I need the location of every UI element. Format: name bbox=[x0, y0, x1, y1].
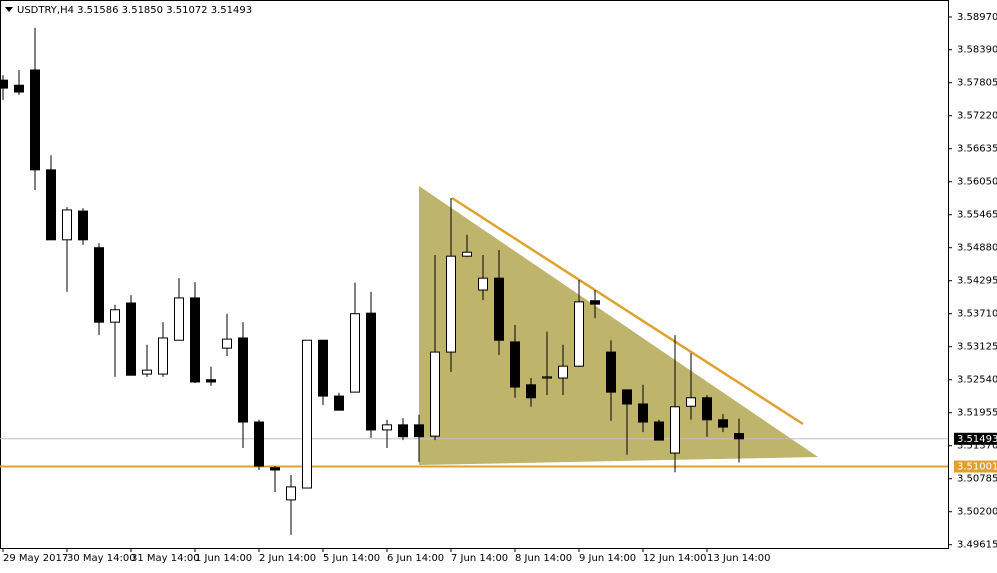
candle-body bbox=[142, 369, 152, 375]
candle-body bbox=[190, 297, 200, 383]
candle-body bbox=[718, 419, 728, 428]
last-price-line-label-bg bbox=[954, 432, 997, 445]
x-tick-label: 2 Jun 14:00 bbox=[259, 553, 316, 564]
y-tick-label: 3.56635 bbox=[957, 144, 997, 155]
candle-body bbox=[238, 337, 248, 423]
candle-body bbox=[574, 301, 584, 367]
x-tick-label: 9 Jun 14:00 bbox=[579, 553, 636, 564]
plot-frame bbox=[0, 0, 949, 549]
y-tick-label: 3.57805 bbox=[957, 78, 997, 89]
candle-body bbox=[94, 247, 104, 323]
candle-body bbox=[494, 277, 504, 341]
candle-body bbox=[302, 339, 312, 489]
candle-body bbox=[654, 421, 664, 441]
candle-body bbox=[382, 424, 392, 431]
candle-body bbox=[526, 384, 536, 399]
y-tick-label: 3.50785 bbox=[957, 474, 997, 485]
x-tick-label: 12 Jun 14:00 bbox=[643, 553, 707, 564]
candle-body bbox=[318, 339, 328, 397]
candle-body bbox=[590, 300, 600, 305]
candle-body bbox=[222, 338, 232, 349]
trend-line bbox=[451, 196, 804, 426]
candle-body bbox=[254, 421, 264, 467]
candle-body bbox=[606, 351, 616, 393]
candle-body bbox=[558, 365, 568, 379]
candle-body bbox=[622, 389, 632, 405]
candle-body bbox=[14, 84, 24, 93]
candle-body bbox=[414, 424, 424, 438]
x-tick-label: 7 Jun 14:00 bbox=[451, 553, 508, 564]
x-tick-label: 31 May 14:00 bbox=[131, 553, 200, 564]
y-tick-label: 3.53125 bbox=[957, 342, 997, 353]
y-tick-label: 3.53710 bbox=[957, 309, 997, 320]
candle-body bbox=[78, 210, 88, 241]
x-tick-label: 6 Jun 14:00 bbox=[387, 553, 444, 564]
x-tick-label: 8 Jun 14:00 bbox=[515, 553, 572, 564]
y-tick-label: 3.57220 bbox=[957, 111, 997, 122]
x-tick-label: 1 Jun 14:00 bbox=[195, 553, 252, 564]
candle-body bbox=[286, 486, 296, 501]
candle-body bbox=[126, 302, 136, 376]
candle-body bbox=[350, 313, 360, 393]
level-line-label-bg bbox=[954, 460, 997, 473]
x-tick-label: 5 Jun 14:00 bbox=[323, 553, 380, 564]
candle-body bbox=[334, 395, 344, 411]
y-tick-label: 3.50200 bbox=[957, 507, 997, 518]
candle-body bbox=[430, 351, 440, 437]
y-tick-label: 3.54295 bbox=[957, 276, 997, 287]
candle-body bbox=[462, 251, 472, 257]
candle-body bbox=[686, 397, 696, 407]
x-tick-label: 30 May 14:00 bbox=[67, 553, 136, 564]
candle-body bbox=[734, 433, 744, 440]
candle-body bbox=[542, 376, 552, 379]
chart-title: USDTRY,H4 3.51586 3.51850 3.51072 3.5149… bbox=[17, 5, 252, 16]
x-tick-label: 13 Jun 14:00 bbox=[707, 553, 771, 564]
candle-body bbox=[702, 397, 712, 421]
y-tick-label: 3.58390 bbox=[957, 45, 997, 56]
triangle-pattern bbox=[419, 186, 818, 465]
last-price-line-label: 3.51493 bbox=[957, 434, 997, 445]
candle-body bbox=[670, 406, 680, 454]
candle-body bbox=[206, 379, 216, 383]
menu-icon bbox=[5, 7, 13, 12]
candle-body bbox=[478, 277, 488, 291]
candle-body bbox=[62, 209, 72, 241]
y-tick-label: 3.55465 bbox=[957, 210, 997, 221]
candle-body bbox=[174, 297, 184, 341]
y-tick-label: 3.58970 bbox=[957, 12, 997, 23]
candle-body bbox=[366, 312, 376, 431]
candle-body bbox=[510, 341, 520, 388]
candle-body bbox=[446, 255, 456, 353]
candle-body bbox=[46, 169, 56, 241]
y-tick-label: 3.54880 bbox=[957, 243, 997, 254]
candle-body bbox=[270, 467, 280, 471]
y-tick-label: 3.51955 bbox=[957, 408, 997, 419]
candle-body bbox=[0, 79, 8, 89]
y-tick-label: 3.52540 bbox=[957, 375, 997, 386]
candle-body bbox=[158, 337, 168, 375]
y-tick-label: 3.49615 bbox=[957, 540, 997, 551]
y-tick-label: 3.56050 bbox=[957, 177, 997, 188]
candle-body bbox=[638, 403, 648, 423]
x-tick-label: 29 May 2017 bbox=[3, 553, 68, 564]
y-tick-label: 3.51370 bbox=[957, 441, 997, 452]
candle-body bbox=[398, 424, 408, 438]
candle-body bbox=[110, 309, 120, 323]
candle-body bbox=[30, 69, 40, 171]
level-line-label: 3.51001 bbox=[957, 462, 997, 473]
